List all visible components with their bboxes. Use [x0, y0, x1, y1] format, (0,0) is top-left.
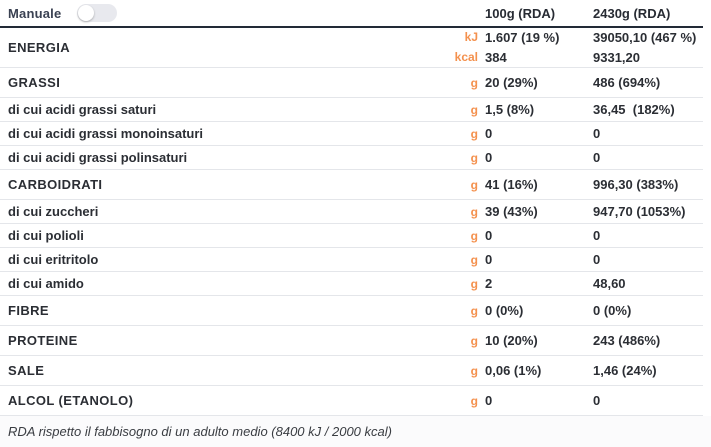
table-row-alcol: ALCOL (ETANOLO) g 0 0: [0, 386, 703, 416]
row-unit: g: [470, 393, 478, 408]
table-row-zuccheri: di cui zuccheri g 39 (43%) 947,70 (1053%…: [0, 200, 703, 224]
table-row-eritritolo: di cui eritritolo g 0 0: [0, 248, 703, 272]
table-row-saturi: di cui acidi grassi saturi g 1,5 (8%) 36…: [0, 98, 703, 122]
row-value-100g: 20 (29%): [485, 75, 538, 90]
row-value-2430g: 0: [593, 228, 601, 243]
row-unit: g: [470, 228, 478, 243]
row-value-100g: 1.607 (19 %): [485, 30, 560, 46]
row-value-2430g: 243 (486%): [593, 333, 661, 348]
table-row-grassi: GRASSI g 20 (29%) 486 (694%): [0, 68, 703, 98]
row-unit-kj: kJ: [464, 30, 478, 45]
row-value-2430g: 0: [593, 252, 601, 267]
row-label: ALCOL (ETANOLO): [8, 393, 134, 408]
row-value-100g: 2: [485, 276, 493, 291]
row-value-100g: 0: [485, 252, 493, 267]
table-row-proteine: PROTEINE g 10 (20%) 243 (486%): [0, 326, 703, 356]
row-value-100g: 384: [485, 49, 507, 65]
row-value-2430g: 486 (694%): [593, 75, 661, 90]
table-row-carboidrati: CARBOIDRATI g 41 (16%) 996,30 (383%): [0, 170, 703, 200]
row-value-2430g: 996,30 (383%): [593, 177, 679, 192]
table-row-sale: SALE g 0,06 (1%) 1,46 (24%): [0, 356, 703, 386]
row-value-100g: 0: [485, 126, 493, 141]
row-value-100g: 0: [485, 393, 493, 408]
row-value-100g: 41 (16%): [485, 177, 538, 192]
row-label: SALE: [8, 363, 45, 378]
row-value-100g: 0: [485, 228, 493, 243]
row-unit: g: [470, 303, 478, 318]
row-value-2430g: 36,45 (182%): [593, 102, 675, 117]
row-value-2430g: 39050,10 (467 %): [593, 30, 697, 46]
row-value-100g: 0 (0%): [485, 303, 524, 318]
toggle-knob-icon: [78, 5, 95, 21]
row-value-100g: 1,5 (8%): [485, 102, 535, 117]
row-unit: g: [470, 75, 478, 90]
manual-toggle-label: Manuale: [8, 5, 62, 21]
row-label: GRASSI: [8, 75, 61, 90]
row-label: ENERGIA: [8, 40, 71, 55]
column-header-2430g: 2430g (RDA): [593, 5, 671, 21]
manual-toggle-switch[interactable]: [77, 4, 118, 22]
column-header-100g: 100g (RDA): [485, 5, 556, 21]
row-unit: g: [470, 363, 478, 378]
nutrition-table: Manuale 100g (RDA) 2430g (RDA) ENERGIA k…: [0, 0, 703, 416]
row-label: di cui acidi grassi monoinsaturi: [8, 126, 204, 141]
row-unit: g: [470, 102, 478, 117]
row-value-2430g: 0: [593, 393, 601, 408]
table-header: Manuale 100g (RDA) 2430g (RDA): [0, 0, 703, 28]
row-label: di cui polioli: [8, 228, 84, 243]
row-label: di cui zuccheri: [8, 204, 99, 219]
table-row-polinsaturi: di cui acidi grassi polinsaturi g 0 0: [0, 146, 703, 170]
row-unit: g: [470, 204, 478, 219]
row-value-2430g: 48,60: [593, 276, 626, 291]
row-label: di cui acidi grassi saturi: [8, 102, 157, 117]
row-unit: g: [470, 252, 478, 267]
row-label: di cui amido: [8, 276, 84, 291]
row-value-2430g: 0: [593, 126, 601, 141]
row-value-2430g: 1,46 (24%): [593, 363, 657, 378]
row-value-2430g: 0 (0%): [593, 303, 632, 318]
table-row-amido: di cui amido g 2 48,60: [0, 272, 703, 296]
row-label: di cui acidi grassi polinsaturi: [8, 150, 188, 165]
row-label: di cui eritritolo: [8, 252, 99, 267]
table-row-fibre: FIBRE g 0 (0%) 0 (0%): [0, 296, 703, 326]
row-unit: g: [470, 150, 478, 165]
row-label: FIBRE: [8, 303, 49, 318]
row-label: PROTEINE: [8, 333, 78, 348]
manual-toggle-group: Manuale: [0, 4, 448, 22]
row-value-2430g: 0: [593, 150, 601, 165]
row-value-100g: 39 (43%): [485, 204, 538, 219]
row-unit: g: [470, 126, 478, 141]
table-row-polioli: di cui polioli g 0 0: [0, 224, 703, 248]
row-unit: g: [470, 333, 478, 348]
row-unit-kcal: kcal: [454, 49, 478, 64]
row-value-100g: 10 (20%): [485, 333, 538, 348]
table-row-energia: ENERGIA kJ 1.607 (19 %) 39050,10 (467 %)…: [0, 28, 703, 68]
row-unit: g: [470, 177, 478, 192]
row-unit: g: [470, 276, 478, 291]
rda-footnote: RDA rispetto il fabbisogno di un adulto …: [0, 416, 711, 447]
row-value-2430g: 947,70 (1053%): [593, 204, 686, 219]
table-row-monoinsaturi: di cui acidi grassi monoinsaturi g 0 0: [0, 122, 703, 146]
row-value-100g: 0: [485, 150, 493, 165]
row-value-2430g: 9331,20: [593, 49, 640, 65]
row-value-100g: 0,06 (1%): [485, 363, 542, 378]
row-label: CARBOIDRATI: [8, 177, 103, 192]
